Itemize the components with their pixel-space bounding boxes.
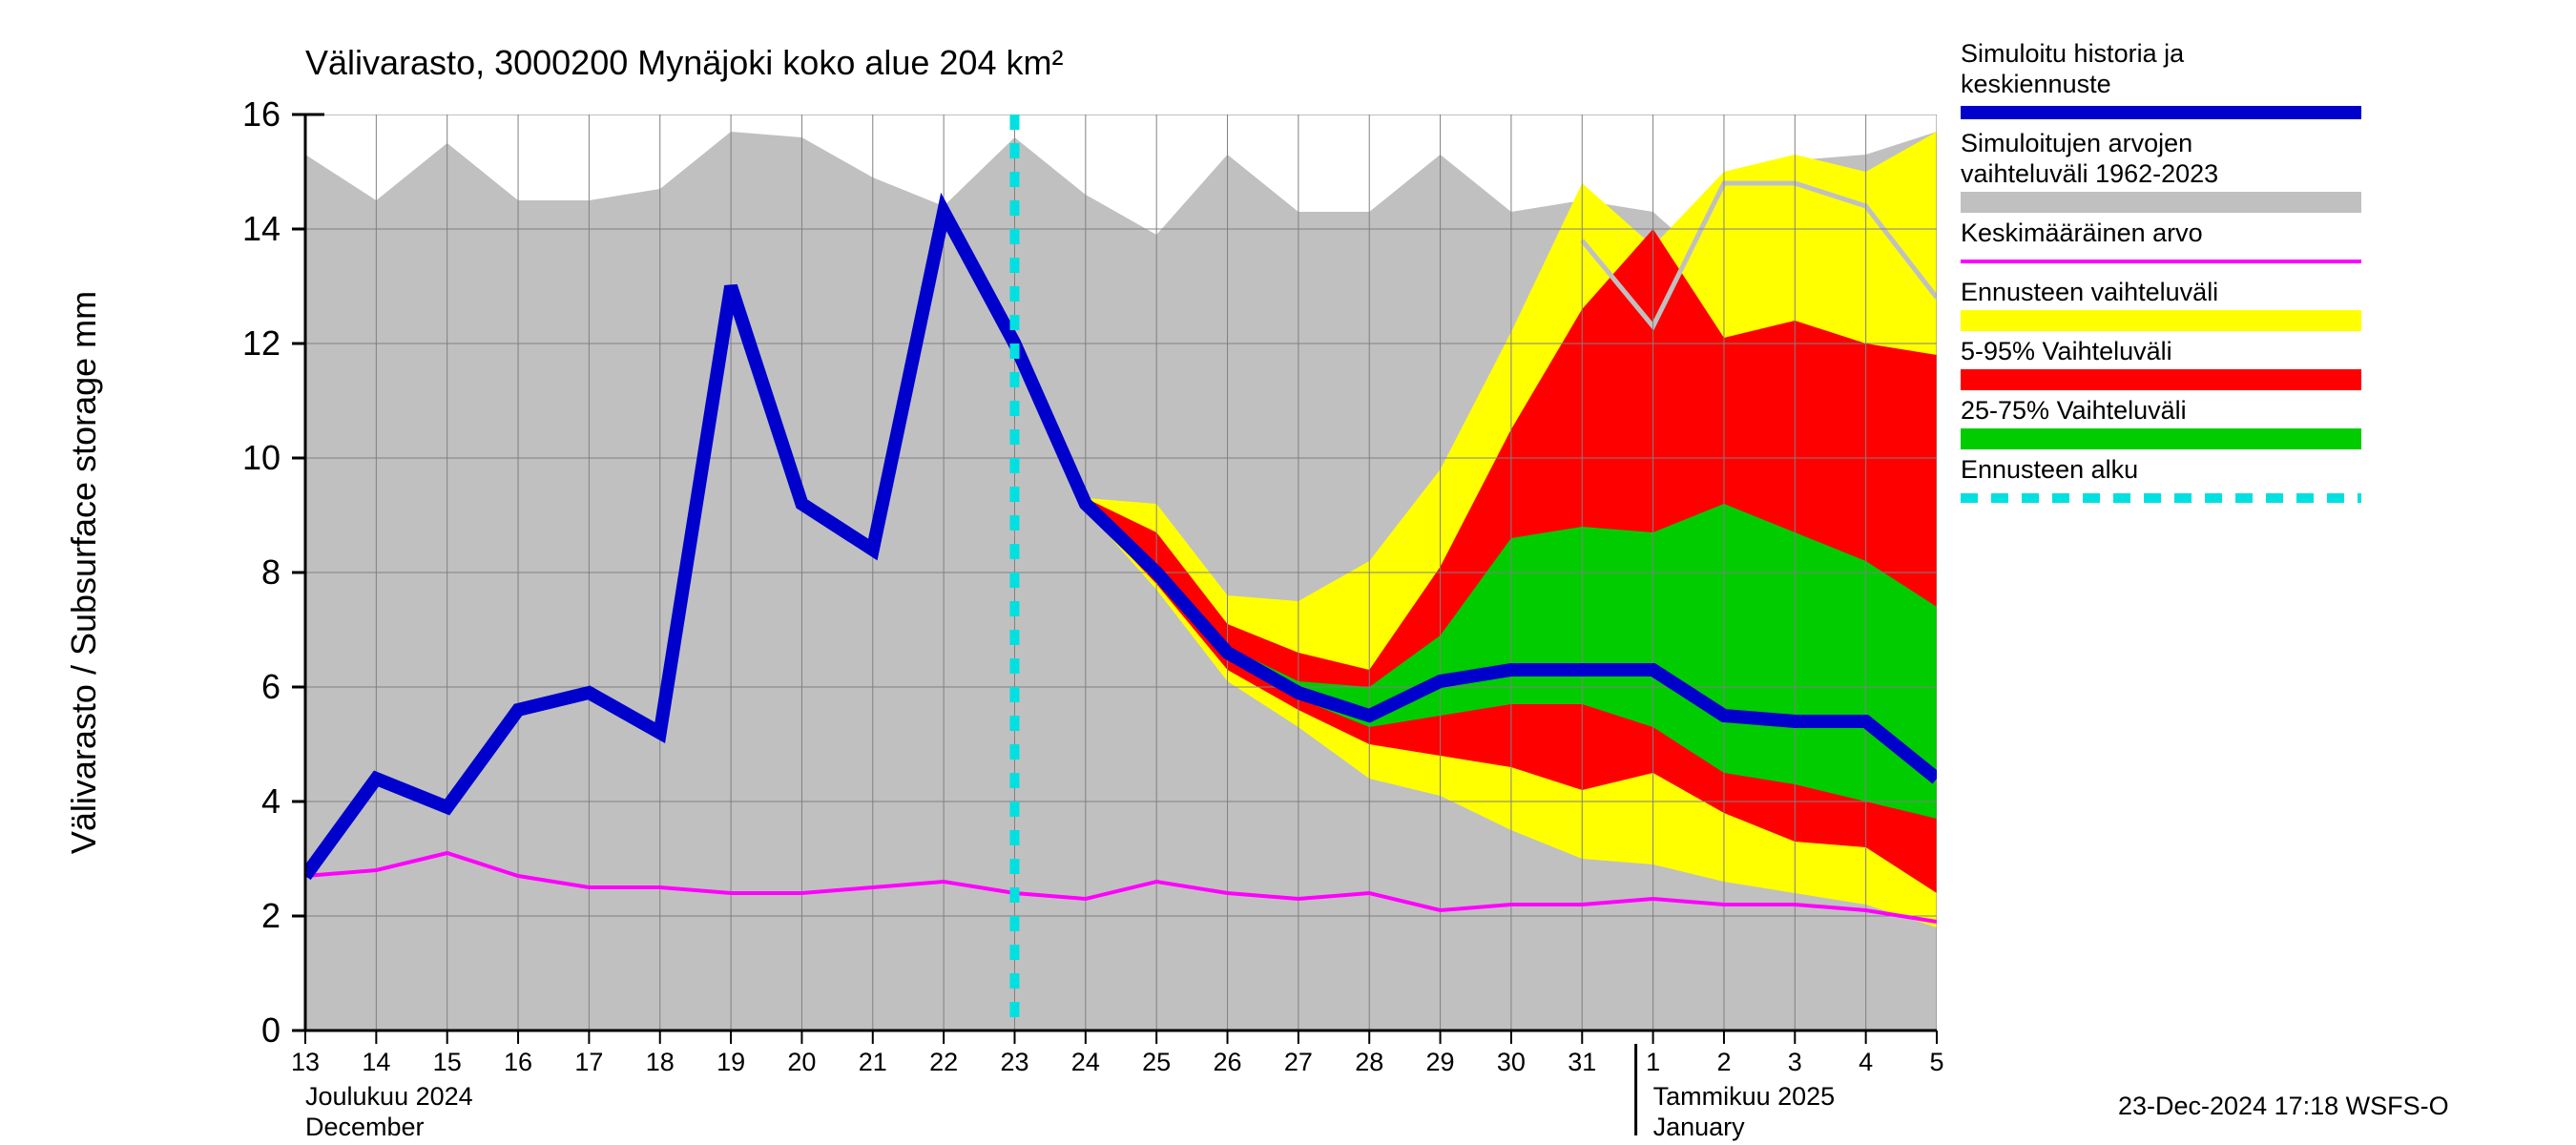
legend-label: vaihteluväli 1962-2023: [1961, 159, 2218, 188]
ytick-label: 14: [242, 209, 280, 248]
xtick-label: 30: [1497, 1048, 1526, 1076]
month-label: December: [305, 1113, 425, 1141]
legend-label: Simuloitu historia ja: [1961, 39, 2185, 68]
xtick-label: 1: [1646, 1048, 1660, 1076]
chart-title: Välivarasto, 3000200 Mynäjoki koko alue …: [305, 43, 1063, 82]
legend-label: Keskimääräinen arvo: [1961, 219, 2203, 247]
xtick-label: 26: [1213, 1048, 1241, 1076]
xtick-label: 13: [291, 1048, 320, 1076]
month-label: Tammikuu 2025: [1653, 1082, 1836, 1111]
legend-label: keskiennuste: [1961, 70, 2111, 98]
xtick-label: 4: [1859, 1048, 1873, 1076]
xtick-label: 31: [1568, 1048, 1596, 1076]
xtick-label: 2: [1716, 1048, 1731, 1076]
legend-swatch: [1961, 428, 2361, 449]
footer-timestamp: 23-Dec-2024 17:18 WSFS-O: [2118, 1092, 2449, 1120]
y-axis-label: Välivarasto / Subsurface storage mm: [64, 291, 103, 854]
legend-label: Ennusteen alku: [1961, 455, 2138, 484]
legend-label: 5-95% Vaihteluväli: [1961, 337, 2172, 365]
legend-swatch: [1961, 369, 2361, 390]
legend-swatch: [1961, 192, 2361, 213]
chart-container: 0246810121416131415161718192021222324252…: [0, 0, 2576, 1145]
legend-label: Ennusteen vaihteluväli: [1961, 278, 2218, 306]
xtick-label: 17: [574, 1048, 603, 1076]
xtick-label: 18: [646, 1048, 675, 1076]
month-label: January: [1653, 1113, 1746, 1141]
xtick-label: 21: [859, 1048, 887, 1076]
xtick-label: 19: [717, 1048, 745, 1076]
xtick-label: 25: [1142, 1048, 1171, 1076]
legend-label: 25-75% Vaihteluväli: [1961, 396, 2187, 425]
xtick-label: 29: [1426, 1048, 1455, 1076]
ytick-label: 2: [261, 896, 280, 935]
xtick-label: 15: [433, 1048, 462, 1076]
legend-label: Simuloitujen arvojen: [1961, 129, 2192, 157]
xtick-label: 5: [1929, 1048, 1943, 1076]
xtick-label: 23: [1000, 1048, 1028, 1076]
ytick-label: 16: [242, 94, 280, 134]
ytick-label: 10: [242, 438, 280, 477]
ytick-label: 4: [261, 781, 280, 821]
xtick-label: 3: [1788, 1048, 1802, 1076]
xtick-label: 16: [504, 1048, 532, 1076]
ytick-label: 8: [261, 552, 280, 592]
xtick-label: 24: [1071, 1048, 1100, 1076]
month-label: Joulukuu 2024: [305, 1082, 473, 1111]
legend-swatch: [1961, 310, 2361, 331]
xtick-label: 20: [787, 1048, 816, 1076]
xtick-label: 14: [362, 1048, 390, 1076]
xtick-label: 22: [929, 1048, 958, 1076]
ytick-label: 6: [261, 667, 280, 706]
xtick-label: 28: [1355, 1048, 1383, 1076]
xtick-label: 27: [1284, 1048, 1313, 1076]
ytick-label: 12: [242, 323, 280, 363]
ytick-label: 0: [261, 1010, 280, 1050]
chart-svg: 0246810121416131415161718192021222324252…: [0, 0, 2576, 1145]
